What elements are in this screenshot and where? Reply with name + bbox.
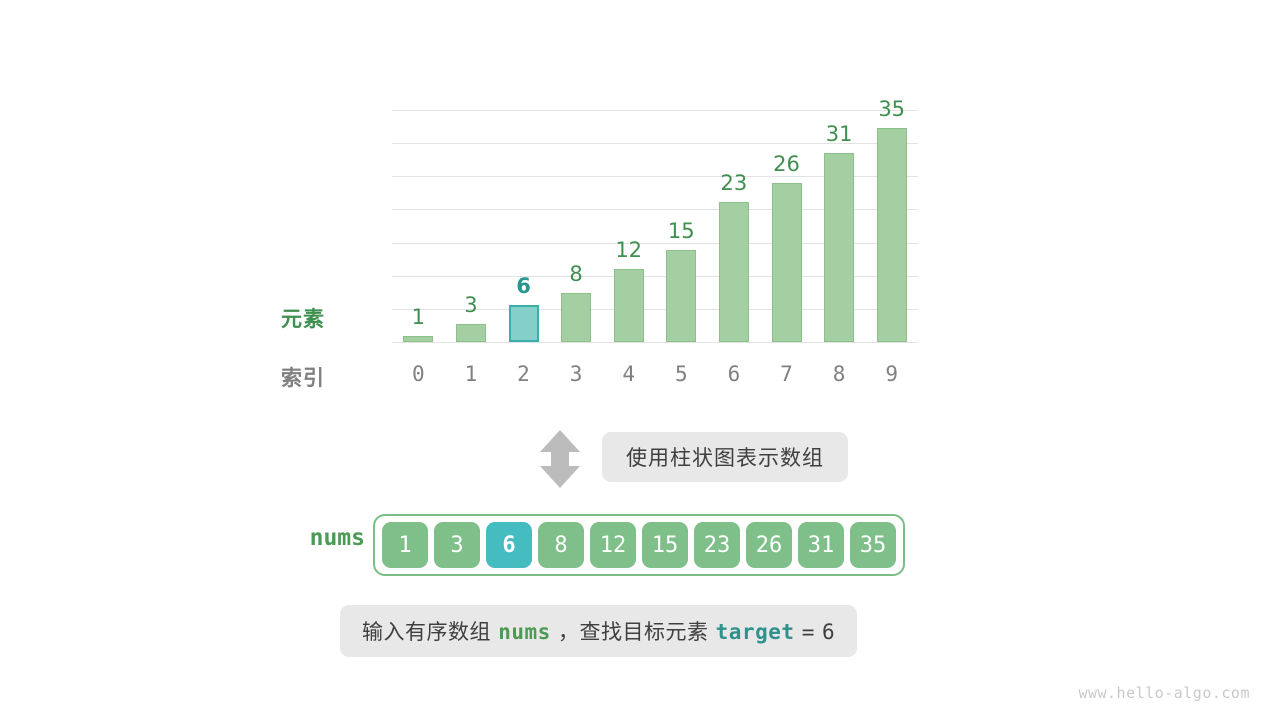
array-cell: 3 <box>434 522 480 568</box>
bar-value-label: 12 <box>615 237 643 262</box>
watermark: www.hello-algo.com <box>1078 684 1250 702</box>
bar-value-label: 1 <box>411 304 425 329</box>
caption-text-part1: 输入有序数组 <box>362 620 491 644</box>
gridline <box>392 342 918 343</box>
gridline <box>392 143 918 144</box>
bar-value-label: 31 <box>825 121 853 146</box>
index-tick-label: 6 <box>727 362 741 386</box>
bar-value-label: 8 <box>569 262 583 287</box>
bar <box>403 335 434 342</box>
array-cell: 8 <box>538 522 584 568</box>
array-cell: 15 <box>642 522 688 568</box>
array-row: nums 1 3 6 8 12 15 23 26 31 35 <box>0 508 1280 580</box>
index-tick-label: 9 <box>885 362 899 386</box>
index-tick-label: 0 <box>411 362 425 386</box>
array-cell-highlighted: 6 <box>486 522 532 568</box>
caption-nums-token: nums <box>498 620 551 644</box>
gridline <box>392 110 918 111</box>
bar <box>718 201 749 342</box>
gridline <box>392 243 918 244</box>
bar-chart: 元素 索引 1 0 3 1 6 2 8 3 12 4 15 5 23 6 26 7 31 8 35 9 <box>281 97 918 390</box>
x-axis-label-index: 索引 <box>281 366 325 390</box>
array-cell: 12 <box>590 522 636 568</box>
bar-value-label: 15 <box>667 219 695 244</box>
transform-row: 使用柱状图表示数组 <box>0 425 1280 495</box>
index-tick-label: 3 <box>569 362 583 386</box>
bar <box>876 128 907 342</box>
problem-statement-caption: 输入有序数组 nums ，查找目标元素 target = 6 <box>340 605 858 657</box>
index-tick-label: 1 <box>464 362 478 386</box>
array-cell: 23 <box>694 522 740 568</box>
index-tick-label: 7 <box>780 362 793 386</box>
caption-equals-sign: = <box>801 620 815 644</box>
array-cell: 26 <box>746 522 792 568</box>
gridline <box>392 209 918 210</box>
index-tick-label: 8 <box>832 362 846 386</box>
bar-value-label: 26 <box>773 152 800 177</box>
bar <box>824 152 855 342</box>
bar-value-label: 23 <box>720 170 748 195</box>
index-tick-label: 5 <box>674 362 688 386</box>
array-cell: 35 <box>850 522 896 568</box>
gridline <box>392 309 918 310</box>
up-down-arrow-icon <box>537 428 583 494</box>
index-tick-label: 2 <box>517 362 530 386</box>
bar-value-label: 6 <box>516 274 531 299</box>
bar <box>666 250 697 342</box>
caption-target-value: 6 <box>822 620 836 644</box>
bar <box>771 183 802 342</box>
gridline <box>392 276 918 277</box>
gridline <box>392 176 918 177</box>
bar-value-label: 3 <box>464 292 478 317</box>
index-tick-label: 4 <box>622 362 636 386</box>
array-cell: 1 <box>382 522 428 568</box>
bar-highlighted <box>508 305 539 342</box>
bar <box>613 268 644 342</box>
caption-target-token: target <box>715 620 795 644</box>
caption-text-part2: ，查找目标元素 <box>557 620 709 644</box>
plot-area <box>392 110 918 343</box>
y-axis-label-element: 元素 <box>281 307 325 331</box>
array-cell: 31 <box>798 522 844 568</box>
array-name-label: nums <box>309 525 365 551</box>
array-container: 1 3 6 8 12 15 23 26 31 35 <box>373 514 905 576</box>
chart-caption: 使用柱状图表示数组 <box>602 432 848 482</box>
bar <box>561 293 592 342</box>
bar-value-label: 35 <box>878 97 906 122</box>
bar <box>455 323 486 342</box>
